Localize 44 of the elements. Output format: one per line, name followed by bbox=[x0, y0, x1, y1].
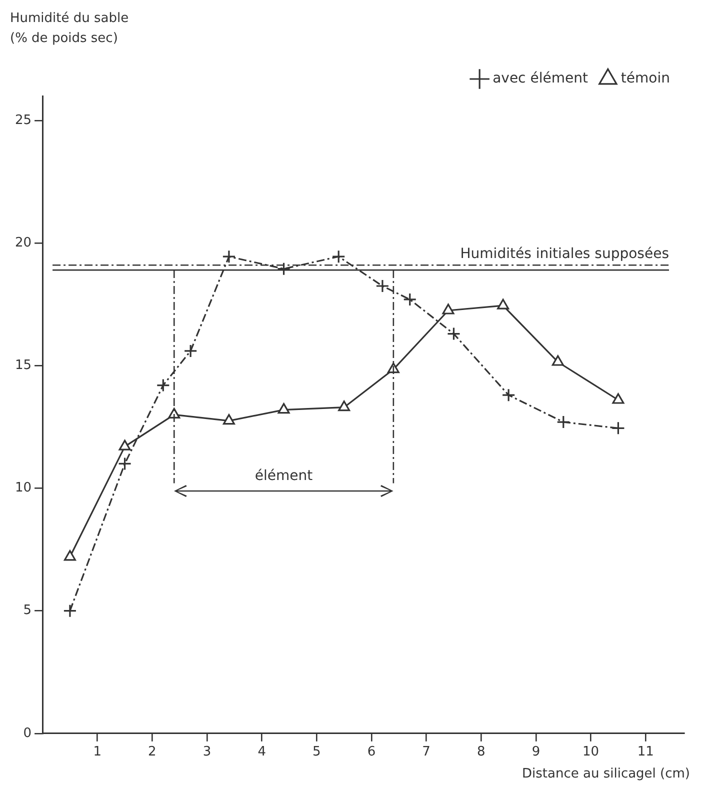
y-tick-label: 25 bbox=[14, 112, 32, 128]
annotation: élément bbox=[254, 468, 314, 484]
y-tick-label: 5 bbox=[23, 603, 32, 618]
point bbox=[556, 415, 570, 429]
legend-label: avec élément bbox=[492, 70, 588, 87]
legend-label: témoin bbox=[620, 70, 670, 87]
point bbox=[612, 393, 624, 404]
point bbox=[118, 440, 131, 450]
point bbox=[184, 344, 198, 358]
x-tick-label: 8 bbox=[477, 744, 486, 760]
point bbox=[278, 402, 290, 414]
point bbox=[222, 250, 236, 264]
x-tick-label: 3 bbox=[202, 744, 212, 760]
y-tick-label: 10 bbox=[14, 480, 32, 496]
ref-line-label: Humidités initiales supposées bbox=[460, 246, 669, 262]
point bbox=[446, 327, 461, 341]
point bbox=[156, 378, 170, 392]
point bbox=[338, 400, 350, 412]
x-tick-label: 4 bbox=[258, 744, 266, 760]
x-tick-label: 6 bbox=[367, 744, 376, 760]
y-tick-label: 0 bbox=[23, 726, 32, 741]
x-tick-label: 1 bbox=[93, 744, 102, 760]
point bbox=[403, 292, 417, 306]
x-tick-label: 11 bbox=[637, 744, 654, 760]
point bbox=[332, 250, 346, 264]
point bbox=[502, 388, 516, 402]
x-tick-label: 7 bbox=[422, 744, 430, 760]
y-tick-label: 20 bbox=[14, 235, 32, 250]
point bbox=[118, 456, 132, 471]
point bbox=[276, 262, 291, 276]
point bbox=[442, 304, 454, 314]
point bbox=[611, 421, 626, 435]
x-tick-label: 2 bbox=[148, 744, 156, 760]
x-tick-label: 10 bbox=[582, 744, 600, 760]
point bbox=[222, 414, 235, 425]
y-tick-label: 15 bbox=[14, 358, 32, 374]
point bbox=[64, 550, 76, 561]
x-tick-label: 9 bbox=[532, 744, 540, 760]
y-axis-title: Humidité du sable (% de poids sec) bbox=[10, 10, 129, 46]
point bbox=[552, 355, 564, 366]
point bbox=[497, 298, 510, 310]
point bbox=[376, 279, 390, 293]
x-axis-title: Distance au silicagel (cm) bbox=[522, 766, 690, 782]
x-tick-label: 5 bbox=[312, 744, 321, 760]
